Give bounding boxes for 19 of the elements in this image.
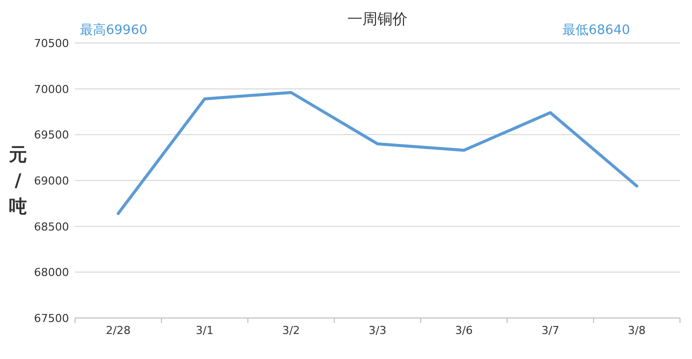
x-tick-label: 3/3 <box>368 324 386 337</box>
text: 最高69960 <box>80 22 148 38</box>
y-tick-label: 70000 <box>34 82 69 96</box>
y-tick-label: 68000 <box>34 266 69 280</box>
y-tick-label: 69500 <box>34 128 69 142</box>
x-tick-label: 3/8 <box>628 324 646 337</box>
x-tick-label: 3/1 <box>196 324 214 337</box>
x-tick-label: 3/2 <box>282 324 300 337</box>
line-series <box>116 91 638 215</box>
y-axis-title: 元/吨 <box>8 144 27 218</box>
x-tick-label: 3/7 <box>542 324 560 337</box>
text: 最低68640 <box>562 23 630 38</box>
y-tick-label: 67500 <box>34 312 69 325</box>
x-tick-label: 2/28 <box>106 324 131 337</box>
y-tick-label: 68500 <box>34 220 69 234</box>
y-tick-label: 69000 <box>34 174 69 188</box>
chart-title: 一周铜价 <box>348 10 408 28</box>
y-tick-label: 70500 <box>34 37 69 50</box>
x-tick-label: 3/6 <box>455 324 473 337</box>
